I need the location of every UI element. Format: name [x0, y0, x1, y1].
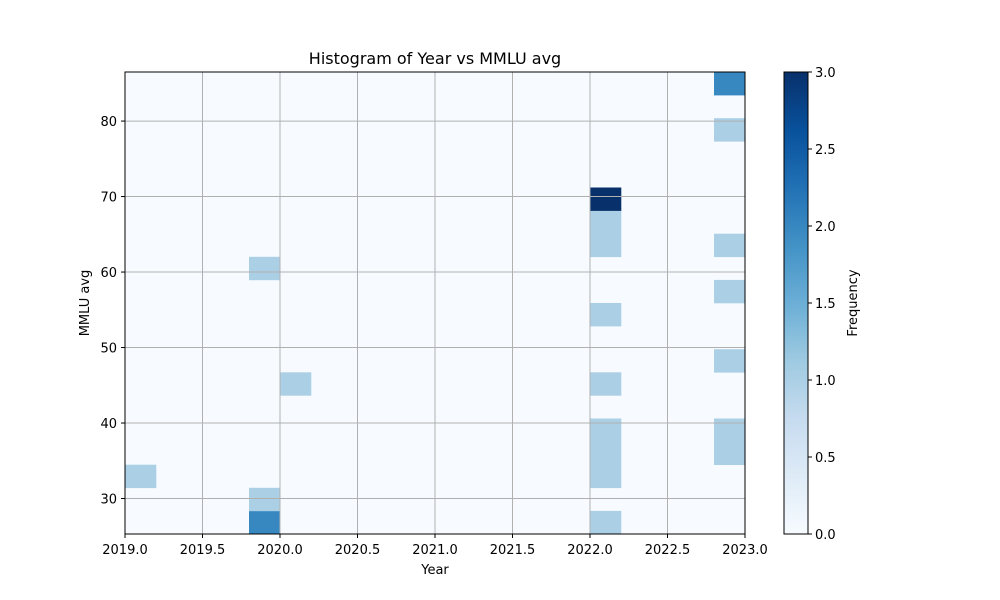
heatmap-cell: [125, 464, 157, 489]
x-tick-label: 2020.0: [257, 543, 303, 558]
colorbar-tick-label: 1.0: [815, 374, 836, 389]
chart-title: Histogram of Year vs MMLU avg: [309, 49, 561, 68]
colorbar-tick-label: 1.5: [815, 297, 836, 312]
heatmap-cell: [249, 487, 281, 512]
colorbar-label: Frequency: [846, 269, 861, 336]
x-axis-label: Year: [420, 563, 449, 578]
y-tick-label: 70: [100, 191, 117, 206]
x-tick-label: 2021.5: [490, 543, 536, 558]
colorbar-tick-label: 0.5: [815, 451, 836, 466]
heatmap-cell: [249, 510, 281, 535]
heatmap-cell: [590, 418, 622, 442]
y-tick-label: 50: [100, 342, 117, 357]
heatmap-cell: [714, 118, 746, 142]
heatmap-cell: [590, 372, 622, 396]
heatmap-cell: [590, 441, 622, 465]
colorbar: [783, 71, 809, 535]
colorbar-tick-label: 2.0: [815, 220, 836, 235]
x-tick-label: 2023.0: [722, 543, 768, 558]
colorbar-ticks: 0.0 0.5 1.0 1.5 2.0 2.5 3.0: [808, 66, 836, 543]
colorbar-tick-label: 3.0: [815, 66, 836, 81]
y-tick-label: 60: [100, 266, 117, 281]
y-tick-label: 40: [100, 417, 117, 432]
x-tick-label: 2021.0: [412, 543, 458, 558]
heatmap-cell: [590, 510, 622, 535]
heatmap-cell: [714, 349, 746, 373]
heatmap-cell: [714, 441, 746, 465]
heatmap-cell: [590, 303, 622, 327]
heatmap-cell: [590, 187, 622, 211]
heatmap-cell: [714, 418, 746, 442]
x-tick-label: 2022.5: [645, 543, 691, 558]
x-tick-label: 2020.5: [335, 543, 381, 558]
heatmap-cells: [125, 72, 746, 535]
y-tick-label: 30: [100, 493, 117, 508]
heatmap-cell: [590, 464, 622, 489]
heatmap-cell: [714, 72, 746, 96]
y-axis-label: MMLU avg: [78, 270, 93, 337]
y-tick-label: 80: [100, 115, 117, 130]
colorbar-tick-label: 2.5: [815, 143, 836, 158]
x-tick-label: 2019.5: [180, 543, 226, 558]
heatmap-cell: [249, 256, 281, 281]
heatmap-cell: [590, 210, 622, 234]
colorbar-tick-label: 0.0: [815, 528, 836, 543]
heatmap-cell: [590, 233, 622, 258]
heatmap-cell: [714, 233, 746, 258]
x-tick-label: 2022.0: [567, 543, 613, 558]
heatmap-cell: [280, 372, 312, 396]
y-axis-ticks: 30 40 50 60 70 80: [100, 115, 125, 508]
heatmap-cell: [714, 279, 746, 304]
x-tick-label: 2019.0: [102, 543, 148, 558]
x-axis-ticks: 2019.0 2019.5 2020.0 2020.5 2021.0 2021.5 2022…: [102, 534, 768, 558]
